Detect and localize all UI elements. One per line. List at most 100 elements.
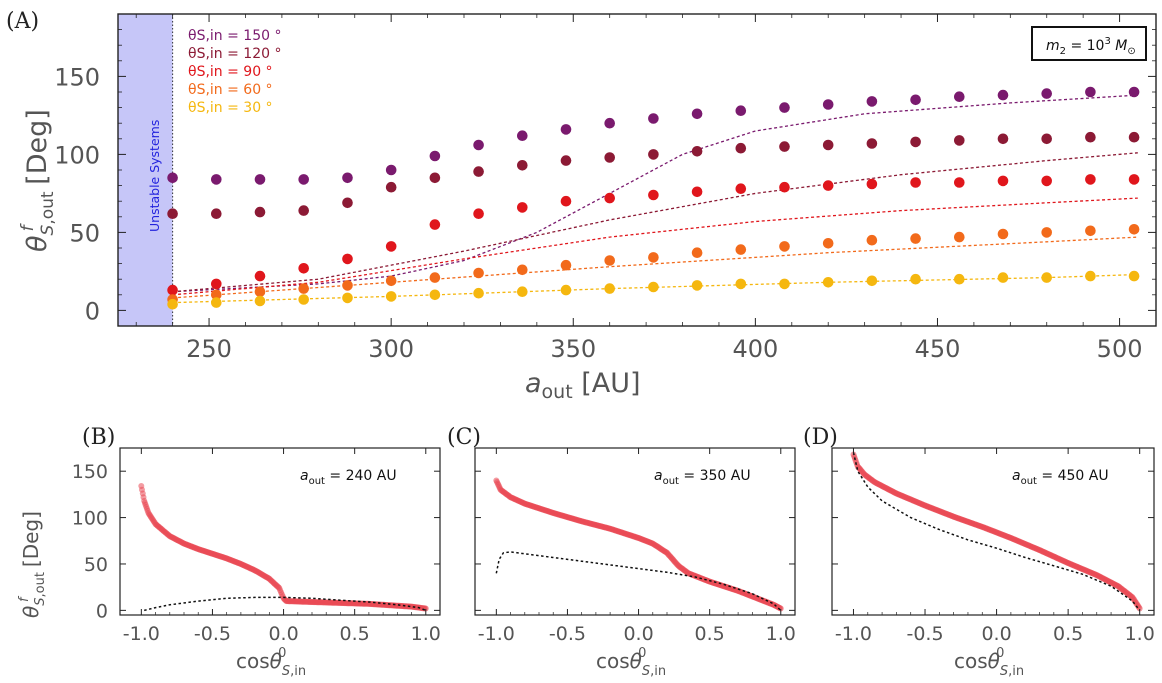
legend-entry-0: θS,in = 150 °	[188, 28, 281, 44]
panel-d-x-ticks: -1.0 -0.5 0.0 0.5 1.0	[832, 448, 1155, 645]
legend-entry-4: θS,in = 30 °	[188, 100, 273, 116]
d-x-tick-label-3: 0.5	[1053, 623, 1083, 645]
point-series-4-17	[910, 273, 921, 285]
y-tick-label-1: 50	[69, 219, 100, 247]
b-y-tick-label-1: 50	[84, 554, 108, 576]
point-series-1-5	[385, 181, 397, 193]
b-x-tick-label-3: 0.5	[340, 623, 370, 645]
point-series-1-8	[517, 160, 528, 171]
point-series-1-22	[1128, 131, 1140, 143]
d-x-tick-label-2: 0.0	[981, 623, 1011, 645]
point-series-0-7	[473, 139, 484, 151]
point-series-4-2	[254, 295, 266, 307]
panel-a-x-ticks: 250 300 350 400 450 500	[135, 14, 1157, 363]
point-series-4-20	[1041, 272, 1052, 283]
point-series-1-0	[167, 208, 178, 219]
panel-c-simulation-points	[493, 477, 784, 612]
point-series-4-7	[473, 287, 484, 299]
point-series-4-9	[560, 284, 572, 296]
c-x-tick-label-4: 1.0	[766, 623, 796, 645]
point-series-1-12	[691, 146, 703, 157]
panel-b-aout-annotation: aout = 240 AU	[300, 468, 397, 487]
point-series-0-8	[517, 130, 528, 141]
point-series-0-4	[342, 172, 353, 184]
panel-b-x-ticks: -1.0 -0.5 0.0 0.5 1.0	[123, 448, 441, 645]
point-series-1-17	[910, 136, 921, 148]
point-series-0-19	[997, 89, 1009, 101]
point-series-2-20	[1041, 175, 1052, 187]
point-series-4-1	[211, 297, 222, 308]
point-series-0-14	[779, 102, 790, 113]
x-tick-label-3: 400	[732, 335, 778, 363]
y-tick-label-2: 100	[54, 141, 100, 169]
y-tick-label-0: 0	[85, 297, 100, 325]
point-series-3-7	[473, 267, 484, 279]
point-series-1-6	[429, 172, 441, 184]
point-series-3-17	[910, 233, 921, 244]
point-series-2-21	[1085, 174, 1096, 185]
point-series-0-0	[167, 172, 178, 184]
point-series-0-12	[691, 108, 703, 120]
point-series-1-13	[735, 142, 747, 154]
point-series-0-2	[254, 174, 266, 185]
point-series-2-0	[167, 284, 178, 296]
legend-entry-3: θS,in = 60 °	[188, 82, 273, 98]
point-series-1-21	[1085, 131, 1096, 143]
panel-c-x-ticks: -1.0 -0.5 0.0 0.5 1.0	[475, 448, 796, 645]
point-series-2-22	[1128, 174, 1140, 185]
point-series-0-22	[1128, 86, 1140, 98]
unstable-systems-region	[118, 14, 173, 326]
b-y-tick-label-2: 100	[72, 508, 108, 530]
point-series-0-21	[1085, 86, 1096, 98]
point-series-4-0	[167, 298, 178, 310]
point-series-0-11	[648, 113, 659, 124]
point-series-3-12	[691, 247, 703, 258]
panel-d-simulation-points	[850, 451, 1143, 612]
panel-a: (A) Unstable Systems 250 300 350 400 450 500 …	[6, 9, 1157, 403]
point-series-2-9	[560, 195, 572, 207]
point-series-2-11	[648, 189, 659, 201]
point-series-1-15	[822, 139, 834, 151]
legend-entry-1: θS,in = 120 °	[188, 46, 281, 62]
x-tick-label-4: 450	[915, 335, 961, 363]
point-series-0-15	[822, 99, 834, 110]
x-tick-label-1: 300	[368, 335, 414, 363]
legend-entry-2: θS,in = 90 °	[188, 64, 273, 80]
point-series-1-9	[560, 155, 572, 166]
point-series-4-15	[822, 277, 834, 288]
panel-b-simulation-points	[138, 483, 429, 612]
panel-a-y-axis-title: θS,outf [Deg]	[18, 109, 58, 252]
point-series-3-8	[517, 264, 528, 276]
point-series-0-9	[560, 124, 572, 135]
point-series-3-14	[779, 241, 790, 252]
point-series-2-3	[298, 263, 310, 274]
point-series-1-19	[997, 133, 1009, 145]
fit-curve-series-2	[172, 197, 1138, 296]
x-tick-label-5: 500	[1097, 335, 1143, 363]
point-series-1-2	[254, 206, 266, 218]
fit-curve-series-3	[172, 236, 1138, 299]
point-series-1-16	[866, 138, 878, 149]
point-series-2-4	[342, 253, 353, 265]
point-series-3-5	[385, 275, 397, 287]
point-series-1-10	[604, 152, 615, 163]
point-series-4-21	[1085, 270, 1096, 282]
point-series-2-1	[211, 278, 222, 290]
panel-c-aout-annotation: aout = 350 AU	[654, 468, 751, 487]
panel-d-x-axis-title: cosθS,in0	[954, 646, 1024, 679]
fit-curve-series-1	[172, 152, 1138, 293]
point-series-4-12	[691, 280, 703, 291]
panel-b-y-ticks: 0 50 100 150	[72, 461, 440, 622]
point-series-3-20	[1041, 227, 1052, 238]
b-y-tick-label-3: 150	[72, 461, 108, 483]
b-x-tick-label-0: -1.0	[123, 623, 160, 645]
panel-a-fit-curves	[172, 94, 1138, 304]
point-series-2-8	[517, 202, 528, 213]
point-series-0-13	[735, 105, 747, 116]
b-y-tick-label-0: 0	[96, 600, 108, 622]
panel-b-letter: (B)	[82, 425, 115, 450]
point-series-3-4	[342, 280, 353, 291]
point-series-2-12	[691, 186, 703, 198]
panel-c-x-axis-title: cosθS,in0	[596, 646, 666, 679]
point-series-2-18	[954, 177, 965, 188]
